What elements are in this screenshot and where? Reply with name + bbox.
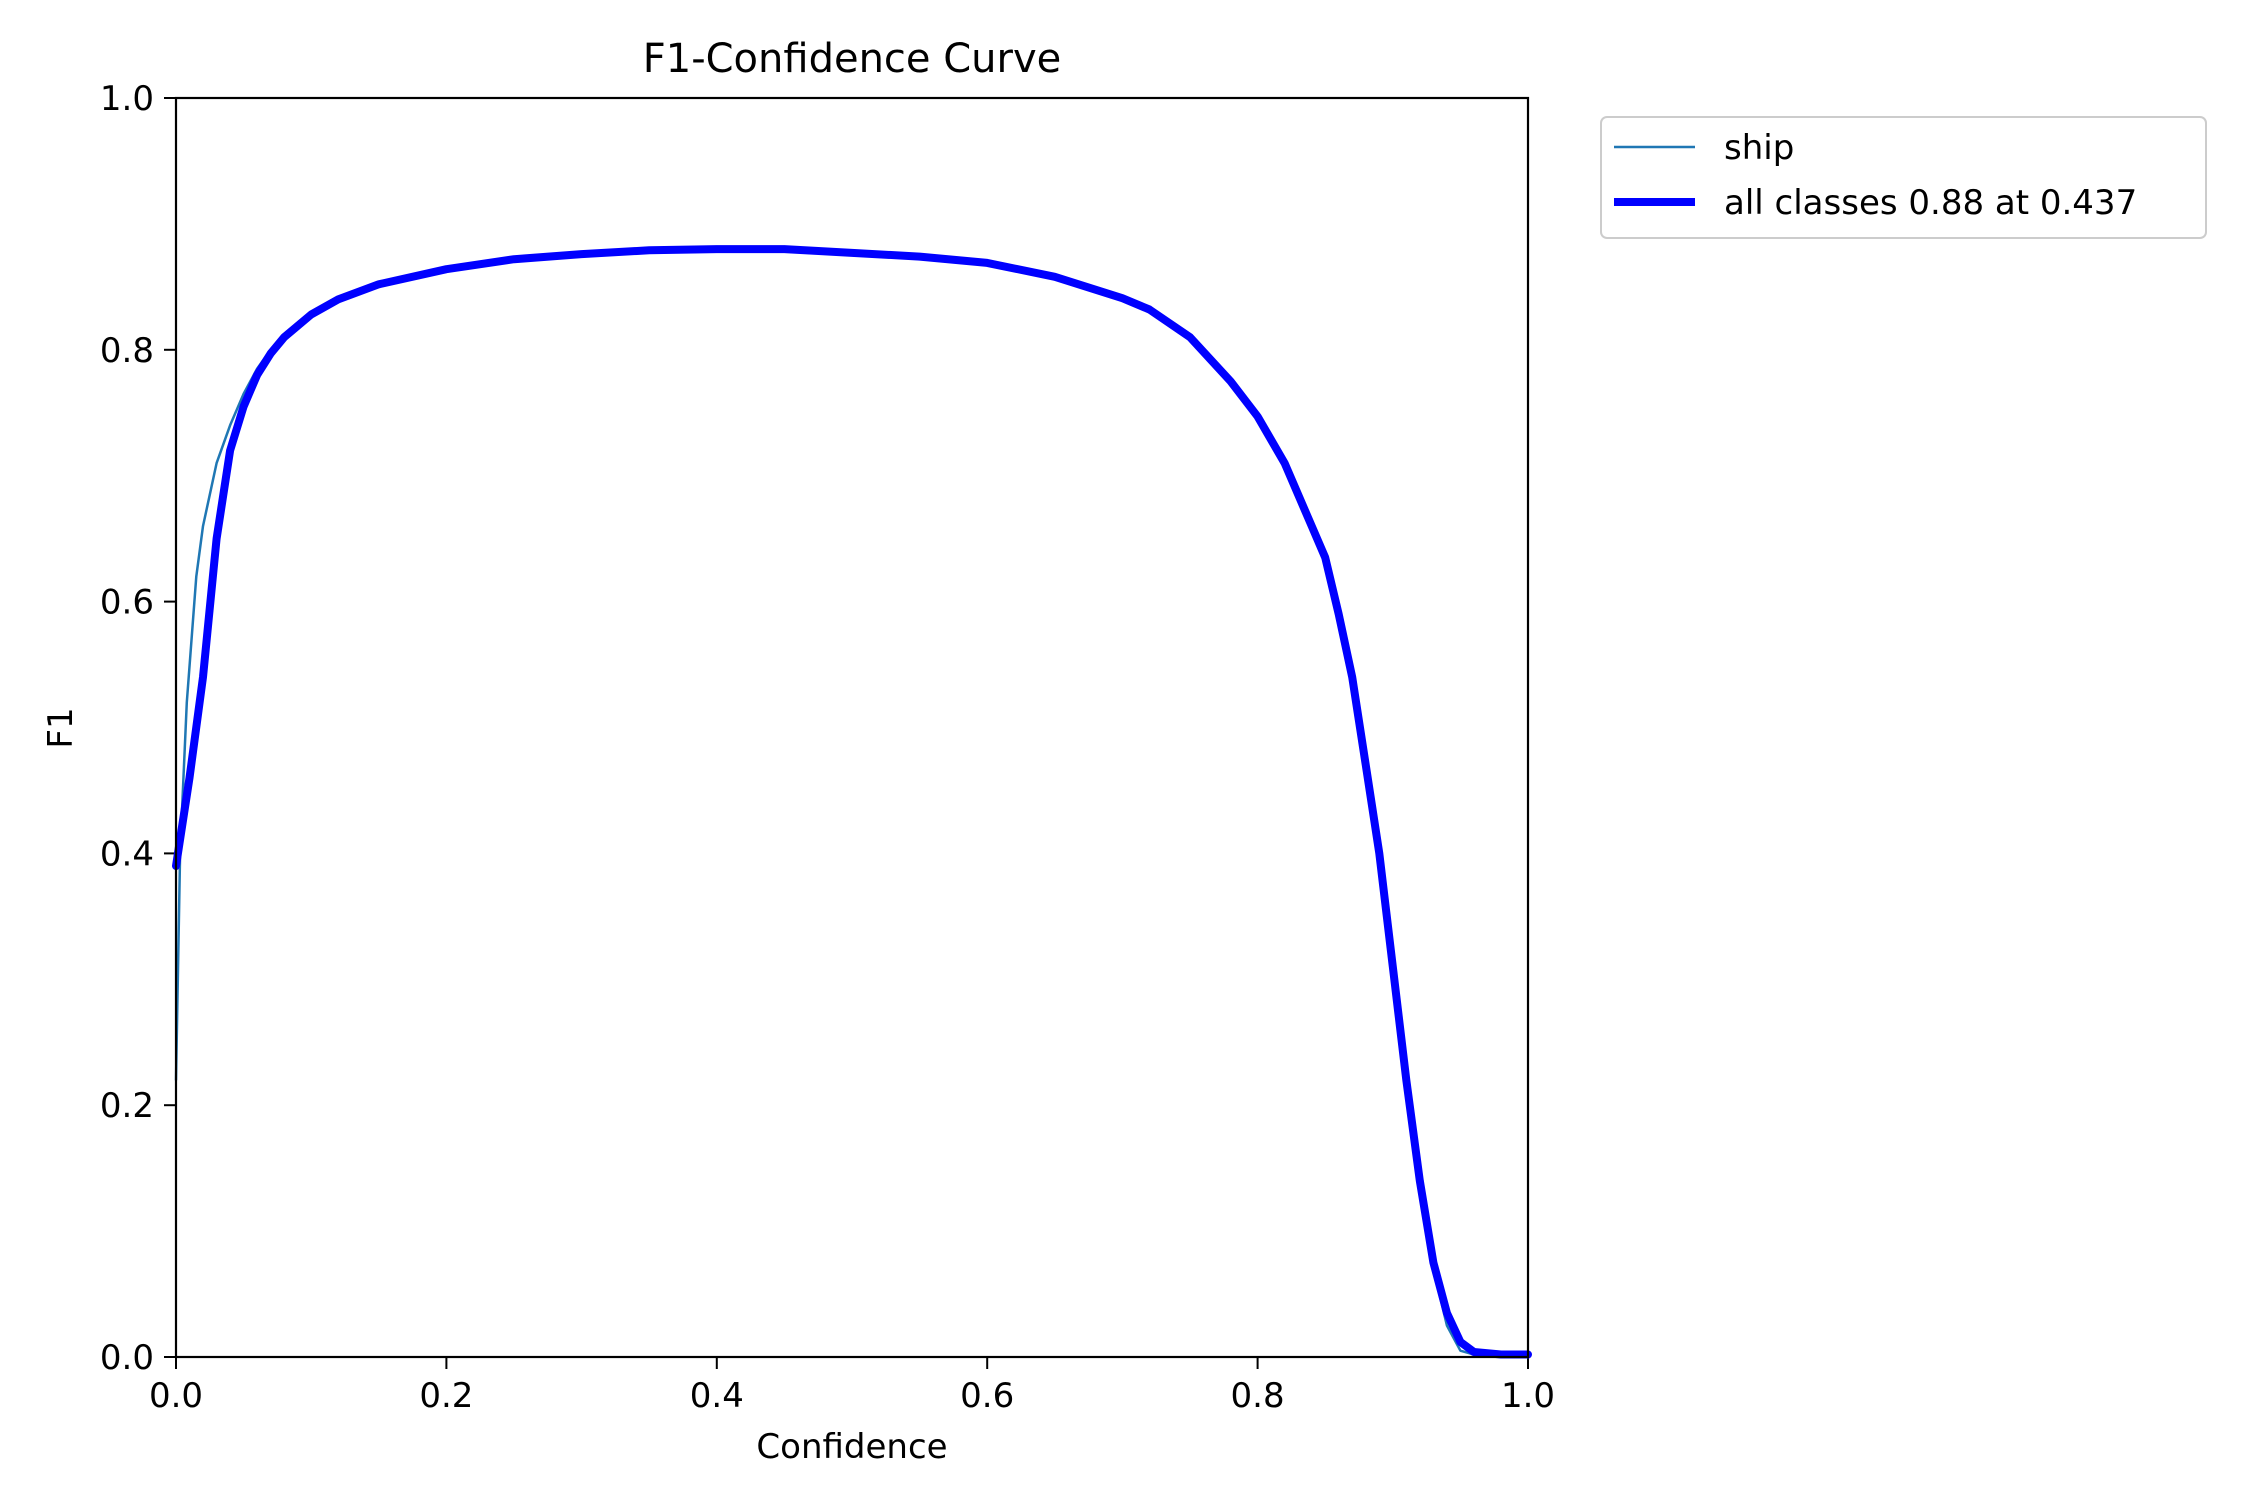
y-tick-label: 0.2 [100, 1086, 154, 1126]
legend: ship all classes 0.88 at 0.437 [1600, 116, 2207, 239]
series-line-ship [174, 247, 1530, 1356]
y-tick-label: 0.0 [100, 1338, 154, 1378]
x-tick-label: 0.0 [149, 1376, 203, 1416]
x-axis-label: Confidence [756, 1427, 947, 1467]
y-axis-label: F1 [41, 707, 81, 748]
legend-label-ship: ship [1724, 128, 1794, 168]
y-axis-ticks: 0.0 0.2 0.4 0.6 0.8 1.0 [100, 79, 176, 1378]
x-tick-label: 0.2 [419, 1376, 473, 1416]
x-axis-ticks: 0.0 0.2 0.4 0.6 0.8 1.0 [149, 1357, 1555, 1416]
x-tick-label: 1.0 [1501, 1376, 1555, 1416]
y-tick-label: 0.6 [100, 583, 154, 623]
legend-frame [1600, 116, 2207, 239]
legend-label-all-classes: all classes 0.88 at 0.437 [1724, 183, 2137, 223]
x-tick-label: 0.4 [690, 1376, 744, 1416]
x-tick-label: 0.6 [960, 1376, 1014, 1416]
y-tick-label: 0.8 [100, 331, 154, 371]
y-tick-label: 0.4 [100, 834, 154, 874]
plot-frame [174, 96, 1530, 1359]
series-line-all-classes [172, 245, 1532, 1359]
chart-title: F1-Confidence Curve [643, 36, 1062, 82]
x-tick-label: 0.8 [1231, 1376, 1285, 1416]
plot-lines [172, 245, 1532, 1359]
y-tick-label: 1.0 [100, 79, 154, 119]
